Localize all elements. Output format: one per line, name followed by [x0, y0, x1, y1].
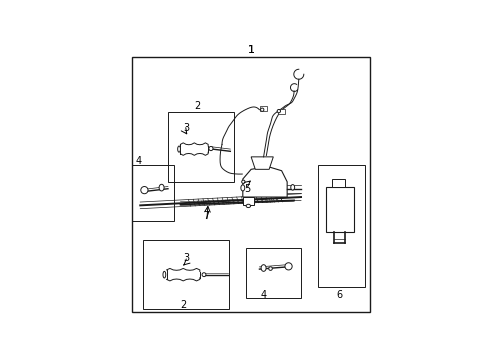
Circle shape: [285, 263, 292, 270]
Text: 5: 5: [244, 184, 250, 194]
Circle shape: [141, 186, 148, 194]
Polygon shape: [243, 197, 254, 205]
Ellipse shape: [261, 265, 266, 271]
Polygon shape: [278, 109, 285, 114]
Polygon shape: [260, 106, 267, 111]
Ellipse shape: [241, 185, 245, 191]
Text: 4: 4: [261, 291, 267, 301]
Text: 1: 1: [247, 45, 255, 55]
Ellipse shape: [246, 204, 250, 208]
Polygon shape: [243, 167, 287, 197]
Ellipse shape: [202, 273, 206, 276]
Ellipse shape: [291, 185, 294, 190]
Ellipse shape: [269, 267, 272, 270]
Text: 3: 3: [183, 253, 189, 263]
Text: 3: 3: [183, 123, 189, 133]
Text: 7: 7: [204, 211, 210, 221]
Ellipse shape: [163, 271, 166, 278]
Text: 2: 2: [180, 300, 186, 310]
Ellipse shape: [178, 146, 180, 152]
Circle shape: [277, 109, 280, 113]
Ellipse shape: [159, 184, 164, 191]
Text: 2: 2: [194, 100, 200, 111]
Polygon shape: [332, 179, 345, 187]
Circle shape: [261, 108, 264, 111]
Ellipse shape: [209, 147, 213, 150]
Text: 6: 6: [337, 291, 343, 301]
Polygon shape: [326, 187, 354, 232]
Text: 4: 4: [136, 156, 142, 166]
Polygon shape: [251, 157, 273, 169]
Ellipse shape: [242, 180, 245, 184]
Text: 1: 1: [247, 45, 255, 55]
